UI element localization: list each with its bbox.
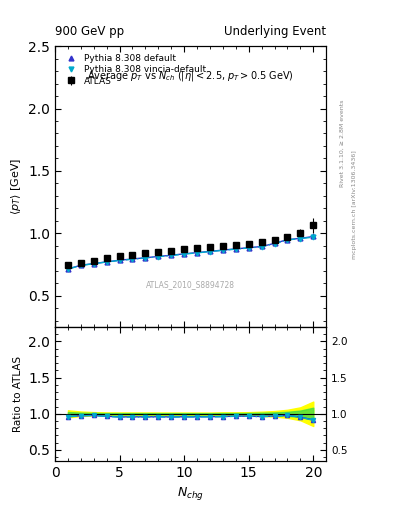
Pythia 8.308 default: [272, 240, 277, 246]
Pythia 8.308 default: [298, 236, 303, 242]
X-axis label: $N_{chg}$: $N_{chg}$: [177, 485, 204, 502]
Pythia 8.308 vincia-default: [208, 248, 212, 254]
Legend: Pythia 8.308 default, Pythia 8.308 vincia-default, ATLAS: Pythia 8.308 default, Pythia 8.308 vinci…: [59, 51, 209, 89]
Pythia 8.308 default: [130, 256, 135, 262]
Pythia 8.308 vincia-default: [311, 234, 316, 240]
Pythia 8.308 default: [169, 252, 174, 258]
Pythia 8.308 vincia-default: [169, 252, 174, 259]
Text: mcplots.cern.ch [arXiv:1306.3436]: mcplots.cern.ch [arXiv:1306.3436]: [352, 151, 357, 259]
Pythia 8.308 default: [285, 237, 290, 243]
Pythia 8.308 default: [92, 261, 96, 267]
Pythia 8.308 vincia-default: [272, 241, 277, 247]
Pythia 8.308 default: [220, 247, 225, 253]
Pythia 8.308 default: [143, 254, 148, 261]
Text: ATLAS_2010_S8894728: ATLAS_2010_S8894728: [146, 281, 235, 289]
Pythia 8.308 vincia-default: [285, 237, 290, 243]
Pythia 8.308 vincia-default: [259, 244, 264, 250]
Pythia 8.308 vincia-default: [117, 258, 122, 264]
Pythia 8.308 vincia-default: [92, 261, 96, 267]
Pythia 8.308 default: [156, 253, 161, 260]
Pythia 8.308 default: [117, 257, 122, 263]
Pythia 8.308 vincia-default: [182, 251, 187, 257]
Pythia 8.308 vincia-default: [130, 256, 135, 262]
Y-axis label: Ratio to ATLAS: Ratio to ATLAS: [13, 356, 23, 432]
Text: 900 GeV pp: 900 GeV pp: [55, 26, 124, 38]
Line: Pythia 8.308 vincia-default: Pythia 8.308 vincia-default: [66, 234, 316, 271]
Text: Average $p_T$ vs $N_{ch}$ ($|\eta| < 2.5$, $p_T > 0.5$ GeV): Average $p_T$ vs $N_{ch}$ ($|\eta| < 2.5…: [87, 69, 294, 82]
Pythia 8.308 vincia-default: [143, 255, 148, 261]
Pythia 8.308 vincia-default: [195, 250, 199, 256]
Pythia 8.308 vincia-default: [156, 253, 161, 260]
Pythia 8.308 default: [195, 249, 199, 255]
Pythia 8.308 default: [79, 262, 83, 268]
Pythia 8.308 default: [182, 251, 187, 257]
Pythia 8.308 vincia-default: [79, 262, 83, 268]
Pythia 8.308 default: [66, 266, 70, 272]
Pythia 8.308 default: [233, 246, 238, 252]
Pythia 8.308 vincia-default: [220, 247, 225, 253]
Text: Underlying Event: Underlying Event: [224, 26, 326, 38]
Pythia 8.308 default: [208, 248, 212, 254]
Pythia 8.308 default: [104, 259, 109, 265]
Pythia 8.308 vincia-default: [298, 236, 303, 242]
Pythia 8.308 default: [246, 245, 251, 251]
Pythia 8.308 default: [311, 233, 316, 240]
Pythia 8.308 default: [259, 243, 264, 249]
Text: Rivet 3.1.10, ≥ 2.8M events: Rivet 3.1.10, ≥ 2.8M events: [340, 100, 345, 187]
Y-axis label: $\langle p_T \rangle$ [GeV]: $\langle p_T \rangle$ [GeV]: [9, 158, 23, 215]
Pythia 8.308 vincia-default: [104, 259, 109, 265]
Line: Pythia 8.308 default: Pythia 8.308 default: [66, 234, 316, 271]
Pythia 8.308 vincia-default: [246, 245, 251, 251]
Pythia 8.308 vincia-default: [233, 246, 238, 252]
Pythia 8.308 vincia-default: [66, 266, 70, 272]
